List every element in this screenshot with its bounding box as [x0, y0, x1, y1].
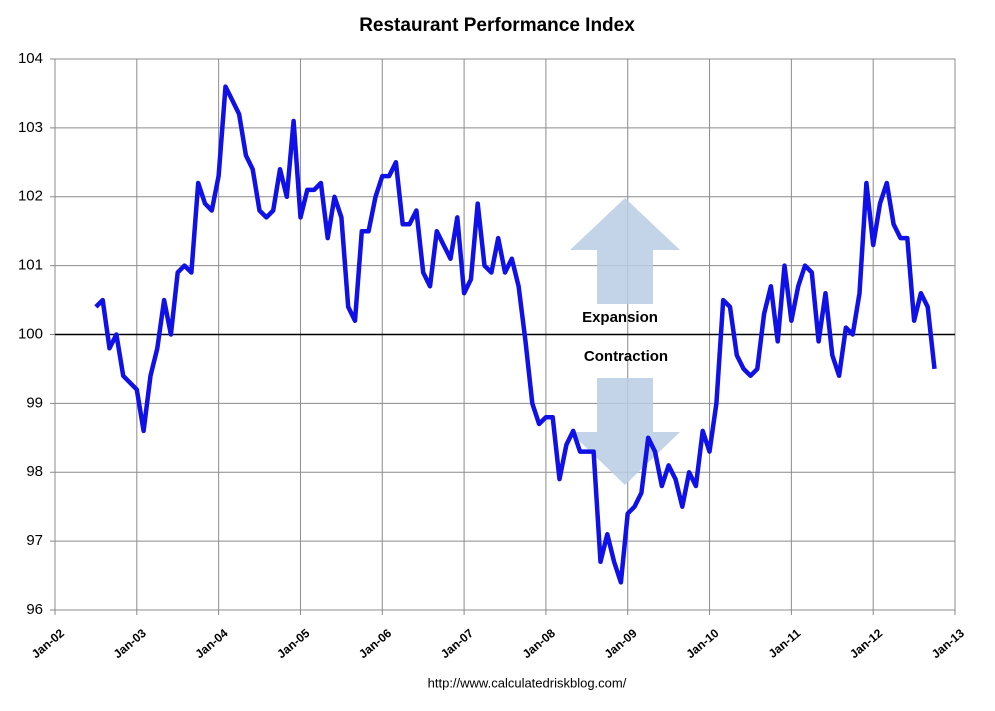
y-tick-label: 97 [26, 532, 43, 549]
y-tick-label: 96 [26, 601, 43, 618]
annotation: Contraction [584, 348, 668, 365]
series-layer [94, 84, 937, 585]
expansion-arrow [570, 198, 680, 304]
data-line [94, 84, 937, 585]
y-tick-label: 99 [26, 394, 43, 411]
y-tick-label: 102 [18, 188, 43, 205]
annotation: Expansion [582, 309, 658, 326]
contraction-arrow [570, 378, 680, 485]
source-note: http://www.calculatedriskblog.com/ [428, 675, 627, 690]
y-tick-label: 98 [26, 463, 43, 480]
y-tick-label: 104 [18, 50, 43, 67]
y-tick-label: 103 [18, 119, 43, 136]
y-tick-label: 101 [18, 257, 43, 274]
chart-title: Restaurant Performance Index [359, 15, 635, 36]
y-tick-label: 100 [18, 325, 43, 342]
